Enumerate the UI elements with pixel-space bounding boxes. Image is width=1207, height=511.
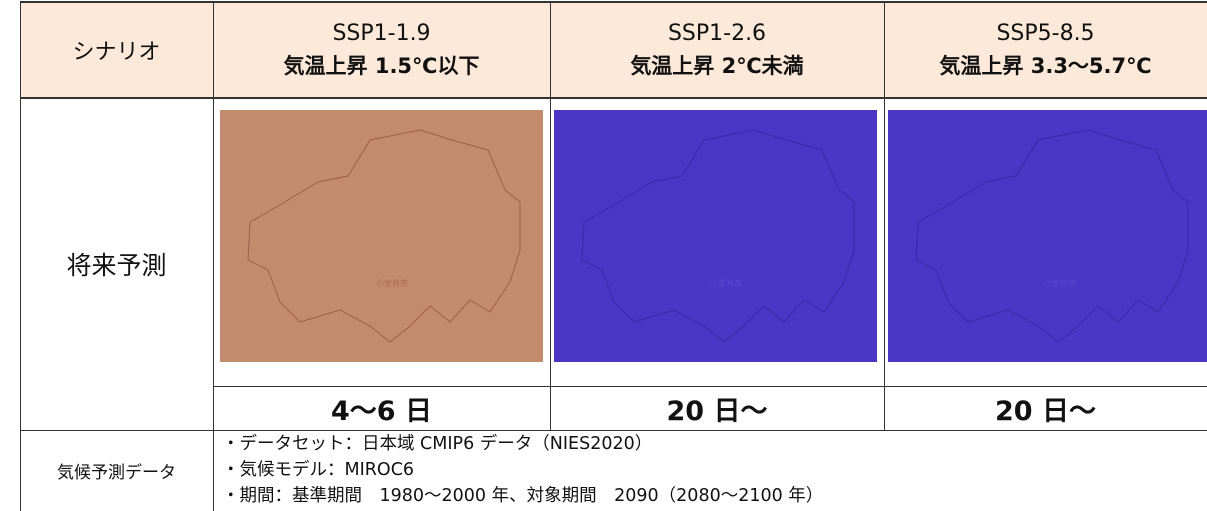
scenario-subtitle: 気温上昇 1.5℃以下 xyxy=(283,53,480,78)
border xyxy=(20,430,1207,431)
days: 20 日〜 xyxy=(995,396,1096,427)
map-label: 小金井市 xyxy=(1044,278,1076,288)
map-label: 小金井市 xyxy=(710,278,742,288)
header-cell: SSP5-8.5 気温上昇 3.3〜5.7℃ xyxy=(884,1,1207,98)
days-cell: 4〜6 日 xyxy=(213,387,550,430)
border xyxy=(213,1,214,511)
header-label: シナリオ xyxy=(72,39,161,65)
scenario-subtitle: 気温上昇 2℃未満 xyxy=(630,53,804,78)
border xyxy=(550,1,551,430)
days-cell: 20 日〜 xyxy=(550,387,884,430)
notes: ・データセット：日本域 CMIP6 データ（NIES2020） ・気候モデル：M… xyxy=(222,431,823,509)
border xyxy=(213,386,1207,387)
days: 4〜6 日 xyxy=(331,396,432,427)
map-image: 小金井市 xyxy=(554,110,877,362)
border xyxy=(20,1,1207,3)
map-image: 小金井市 xyxy=(888,110,1207,362)
header-cell: SSP1-2.6 気温上昇 2℃未満 xyxy=(550,1,884,98)
row-label: 気候予測データ xyxy=(57,463,176,483)
days: 20 日〜 xyxy=(666,396,768,427)
border xyxy=(20,97,1207,99)
row-label: 将来予測 xyxy=(66,251,167,280)
scenario-name: SSP5-8.5 xyxy=(996,20,1095,46)
note-line: ・期間：基準期間 1980〜2000 年、対象期間 2090（2080〜2100… xyxy=(222,486,824,506)
header-cell: SSP1-1.9 気温上昇 1.5℃以下 xyxy=(213,1,550,98)
note-line: ・気候モデル：MIROC6 xyxy=(222,460,415,480)
map-label: 小金井市 xyxy=(376,278,408,288)
scenario-subtitle: 気温上昇 3.3〜5.7℃ xyxy=(939,53,1152,78)
days-cell: 20 日〜 xyxy=(884,387,1207,430)
border xyxy=(884,1,885,430)
header-cell: シナリオ xyxy=(20,1,213,98)
row-label-cell: 将来予測 xyxy=(20,98,213,430)
map-image: 小金井市 xyxy=(220,110,543,362)
scenario-name: SSP1-2.6 xyxy=(667,20,767,46)
scenario-name: SSP1-1.9 xyxy=(332,20,431,46)
border xyxy=(20,1,21,511)
note-line: ・データセット：日本域 CMIP6 データ（NIES2020） xyxy=(222,434,653,454)
row-label-cell: 気候予測データ xyxy=(20,430,213,511)
